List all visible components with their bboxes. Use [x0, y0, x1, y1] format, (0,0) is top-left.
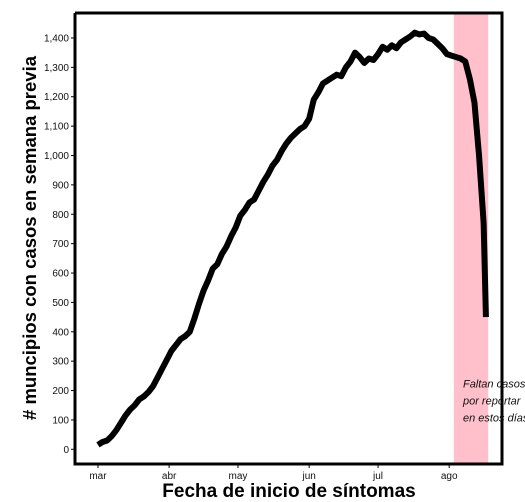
y-tick-label: 100 — [52, 415, 69, 426]
y-tick-label: 1,100 — [44, 122, 69, 133]
x-tick-label-mar: mar — [89, 471, 107, 482]
y-tick-label: 300 — [52, 357, 69, 368]
y-tick-label: 900 — [52, 180, 69, 191]
y-tick-label: 1,000 — [44, 151, 69, 162]
x-axis-title: Fecha de inicio de síntomas — [162, 481, 415, 502]
y-tick-label: 0 — [63, 445, 69, 456]
x-tick-label-ago: ago — [441, 471, 458, 482]
y-axis-title: # muncipios con casos en semana previa — [19, 55, 40, 420]
y-tick-label: 200 — [52, 386, 69, 397]
y-tick-label: 800 — [52, 210, 69, 221]
y-tick-label: 1,200 — [44, 92, 69, 103]
x-tick-label-abr: abr — [162, 471, 177, 482]
y-tick-label: 1,300 — [44, 63, 69, 74]
y-tick-label: 1,400 — [44, 33, 69, 44]
x-tick-label-jun: jun — [301, 471, 315, 482]
annotation: Faltan casos por reportar en estos días — [462, 379, 525, 425]
y-tick-label: 700 — [52, 239, 69, 250]
x-tick-label-may: may — [229, 471, 248, 482]
annotation-line-0: Faltan casos — [463, 379, 525, 391]
series-line-layer — [96, 29, 489, 448]
y-tick-label: 400 — [52, 327, 69, 338]
series-line-0 — [96, 29, 489, 448]
annotation-line-2: en estos días — [463, 413, 525, 425]
y-axis-ticks: 0 100 200 300 400 500 600 700 800 900 1,000 1,100 1,… — [44, 33, 75, 456]
y-tick-label: 600 — [52, 269, 69, 280]
x-axis-ticks: mar abr may jun jul ago — [89, 464, 458, 482]
x-tick-label-jul: jul — [372, 471, 383, 482]
y-tick-label: 500 — [52, 298, 69, 309]
annotation-line-1: por reportar — [462, 396, 522, 408]
